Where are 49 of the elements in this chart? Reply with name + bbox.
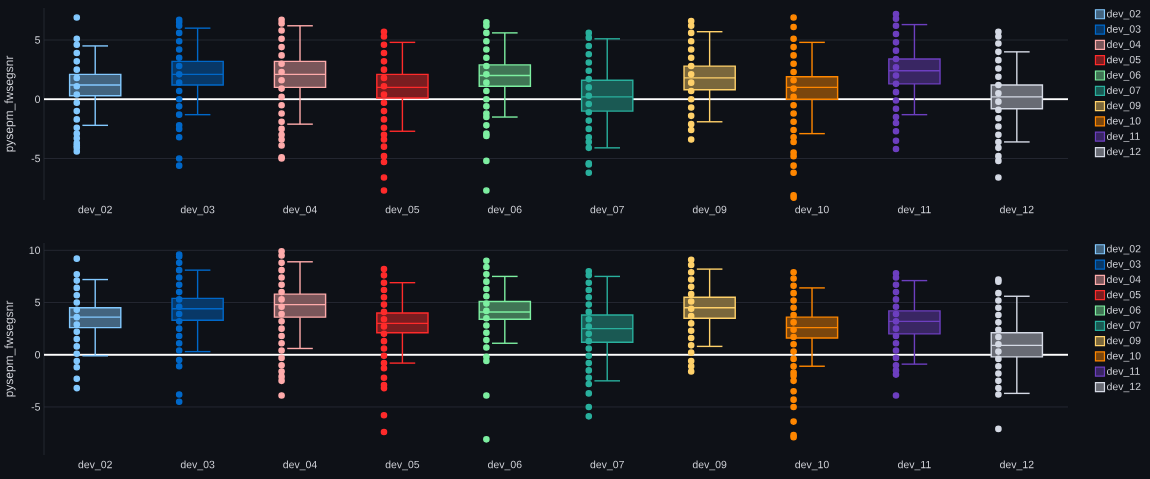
x-tick-label: dev_05 [385,205,420,216]
legend-label: dev_07 [1107,321,1141,331]
x-tick-label: dev_04 [283,460,317,471]
y-axis-title: pysepm_fwsegsnr [4,55,16,152]
y-tick-label: 5 [35,36,41,44]
legend-label: dev_10 [1107,351,1141,362]
x-tick-label: dev_03 [180,460,215,471]
y-tick-label: 10 [29,246,41,255]
legend-label: dev_11 [1107,132,1140,142]
y-tick-label: 0 [35,351,41,359]
y-tick-label: 5 [35,298,41,307]
legend-label: dev_11 [1107,367,1140,377]
legend-label: dev_05 [1107,55,1141,66]
legend-label: dev_10 [1107,116,1141,127]
y-axis-title: pysepm_fwsegsnr [4,300,16,397]
x-tick-label: dev_06 [488,205,522,216]
x-tick-label: dev_11 [898,205,931,216]
legend-label: dev_06 [1107,305,1141,316]
y-tick-label: -5 [31,403,41,411]
x-tick-label: dev_10 [795,460,829,471]
x-tick-label: dev_07 [590,460,624,471]
legend-label: dev_12 [1107,382,1141,393]
x-tick-label: dev_06 [488,460,522,471]
legend-label: dev_12 [1107,147,1141,158]
legend-label: dev_09 [1107,336,1141,347]
y-tick-label: -5 [31,154,41,163]
legend-label: dev_02 [1107,9,1141,20]
x-tick-label: dev_07 [590,205,624,216]
x-tick-label: dev_04 [283,205,317,216]
legend-label: dev_03 [1107,25,1141,35]
legend-label: dev_07 [1107,86,1141,96]
legend-label: dev_05 [1107,290,1141,301]
legend-label: dev_06 [1107,70,1141,81]
x-tick-label: dev_03 [180,205,215,216]
x-tick-label: dev_05 [385,460,420,471]
legend-label: dev_02 [1107,244,1141,255]
x-tick-label: dev_09 [692,205,727,216]
y-tick-label: 0 [35,95,41,103]
x-tick-label: dev_09 [692,460,727,471]
x-tick-label: dev_02 [78,205,112,216]
legend-label: dev_04 [1107,40,1141,51]
x-tick-label: dev_10 [795,205,829,216]
x-tick-label: dev_12 [1000,205,1034,216]
x-tick-label: dev_02 [78,460,112,471]
legend-label: dev_03 [1107,260,1141,270]
x-tick-label: dev_12 [1000,460,1034,471]
legend-label: dev_09 [1107,101,1141,112]
legend-label: dev_04 [1107,275,1141,286]
x-tick-label: dev_11 [898,460,931,471]
